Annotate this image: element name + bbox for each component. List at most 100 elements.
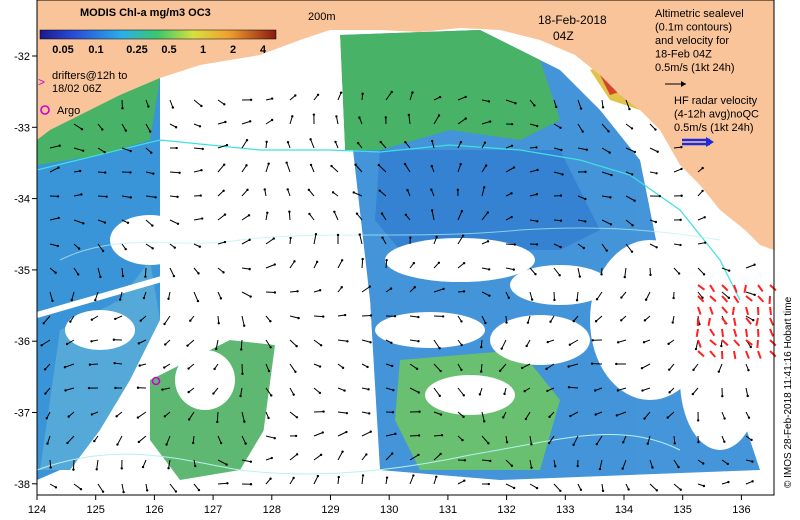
- velocity-arrow: [193, 291, 199, 302]
- velocity-arrow: [265, 291, 275, 294]
- hf-radar-arrow: [733, 317, 737, 327]
- velocity-arrow-head: [726, 462, 729, 466]
- velocity-arrow: [521, 363, 531, 369]
- hf-radar-arrow: [757, 295, 765, 303]
- velocity-arrow-head: [270, 118, 274, 122]
- velocity-arrow-head: [286, 141, 290, 144]
- velocity-arrow-head: [345, 430, 348, 434]
- velocity-arrow-head: [435, 475, 438, 479]
- velocity-arrow-head: [536, 220, 539, 223]
- velocity-arrow-head: [341, 450, 344, 453]
- drifter-legend-symbol: >: [38, 75, 45, 89]
- velocity-arrow-head: [392, 388, 395, 392]
- velocity-arrow-head: [679, 218, 682, 222]
- colorbar-tick-label: 0.25: [126, 44, 147, 56]
- velocity-arrow: [217, 144, 228, 149]
- velocity-arrow-head: [575, 299, 579, 302]
- velocity-arrow-head: [114, 386, 117, 390]
- velocity-arrow: [505, 483, 515, 489]
- velocity-arrow-head: [438, 347, 441, 350]
- velocity-arrow: [289, 315, 299, 319]
- velocity-arrow-head: [318, 289, 322, 292]
- hf-radar-arrow: [709, 284, 716, 293]
- velocity-arrow: [409, 315, 419, 318]
- velocity-arrow-head: [440, 433, 444, 437]
- velocity-arrow-head: [462, 394, 466, 397]
- hf-radar-arrow: [731, 306, 735, 316]
- velocity-arrow: [289, 339, 297, 347]
- velocity-arrow-head: [176, 222, 180, 225]
- velocity-arrow-head: [403, 162, 407, 166]
- velocity-arrow-head: [642, 340, 646, 344]
- velocity-arrow-head: [498, 369, 502, 373]
- velocity-arrow: [241, 165, 247, 173]
- x-axis-ticks: 124 125 126 127 128 129 130 131 132 133 134 135 136: [28, 495, 751, 516]
- velocity-arrow-head: [559, 126, 562, 129]
- velocity-arrow-head: [640, 366, 644, 370]
- velocity-arrow: [356, 213, 363, 221]
- velocity-arrow: [642, 387, 651, 392]
- velocity-arrow-head: [99, 275, 102, 279]
- velocity-arrow-head: [439, 413, 443, 416]
- depth-contour-label: 200m: [308, 11, 336, 23]
- velocity-arrow-head: [129, 171, 132, 174]
- velocity-arrow-head: [322, 315, 325, 318]
- velocity-arrow-head: [510, 122, 514, 126]
- velocity-arrow-head: [435, 235, 438, 239]
- velocity-arrow-head: [582, 246, 585, 250]
- velocity-arrow-head: [366, 365, 369, 369]
- velocity-arrow: [697, 291, 703, 299]
- velocity-arrow: [431, 210, 435, 221]
- velocity-arrow: [97, 219, 106, 223]
- velocity-arrow-head: [535, 486, 539, 490]
- velocity-arrow-head: [361, 257, 364, 261]
- velocity-arrow-head: [746, 394, 749, 398]
- velocity-arrow-head: [380, 212, 384, 215]
- velocity-arrow-head: [223, 103, 226, 106]
- velocity-arrow-head: [269, 320, 272, 323]
- velocity-arrow: [241, 139, 248, 149]
- velocity-arrow-head: [369, 314, 373, 317]
- velocity-arrow-head: [163, 322, 166, 326]
- velocity-arrow-head: [164, 343, 167, 346]
- credit-text: © IMOS 28-Feb-2018 11:41:16 Hobart time: [783, 296, 794, 488]
- velocity-arrow-head: [384, 116, 387, 119]
- velocity-arrow-head: [569, 414, 572, 418]
- velocity-arrow-head: [672, 296, 675, 300]
- velocity-arrow-head: [103, 221, 107, 224]
- velocity-arrow-head: [222, 163, 226, 166]
- velocity-arrow: [457, 118, 467, 125]
- velocity-arrow-head: [379, 140, 382, 144]
- velocity-arrow-head: [605, 249, 608, 252]
- velocity-arrow-head: [365, 453, 368, 456]
- velocity-arrow: [73, 483, 82, 490]
- velocity-arrow: [169, 171, 180, 174]
- velocity-arrow: [361, 475, 364, 485]
- velocity-arrow-head: [610, 173, 613, 177]
- velocity-arrow: [313, 432, 323, 437]
- velocity-arrow-head: [330, 164, 333, 168]
- velocity-arrow-head: [545, 367, 548, 371]
- velocity-arrow-head: [249, 483, 253, 486]
- velocity-arrow: [289, 290, 298, 293]
- velocity-arrow: [505, 459, 513, 467]
- velocity-arrow-head: [200, 104, 203, 108]
- velocity-arrow: [289, 363, 296, 373]
- velocity-arrow-head: [417, 453, 420, 457]
- velocity-arrow-head: [654, 128, 657, 131]
- velocity-arrow-head: [103, 171, 107, 174]
- velocity-arrow: [529, 123, 538, 127]
- velocity-arrow: [313, 339, 322, 346]
- y-tick-label: -37: [14, 408, 30, 420]
- velocity-arrow-head: [607, 130, 610, 133]
- hf-radar-arrow: [721, 339, 729, 347]
- velocity-arrow: [576, 291, 579, 301]
- velocity-arrow: [353, 192, 363, 197]
- velocity-arrow-head: [244, 442, 247, 445]
- velocity-arrow: [568, 363, 579, 368]
- velocity-arrow: [622, 459, 627, 469]
- velocity-arrow-head: [267, 416, 270, 420]
- velocity-arrow: [337, 339, 348, 342]
- velocity-arrow-head: [559, 194, 563, 197]
